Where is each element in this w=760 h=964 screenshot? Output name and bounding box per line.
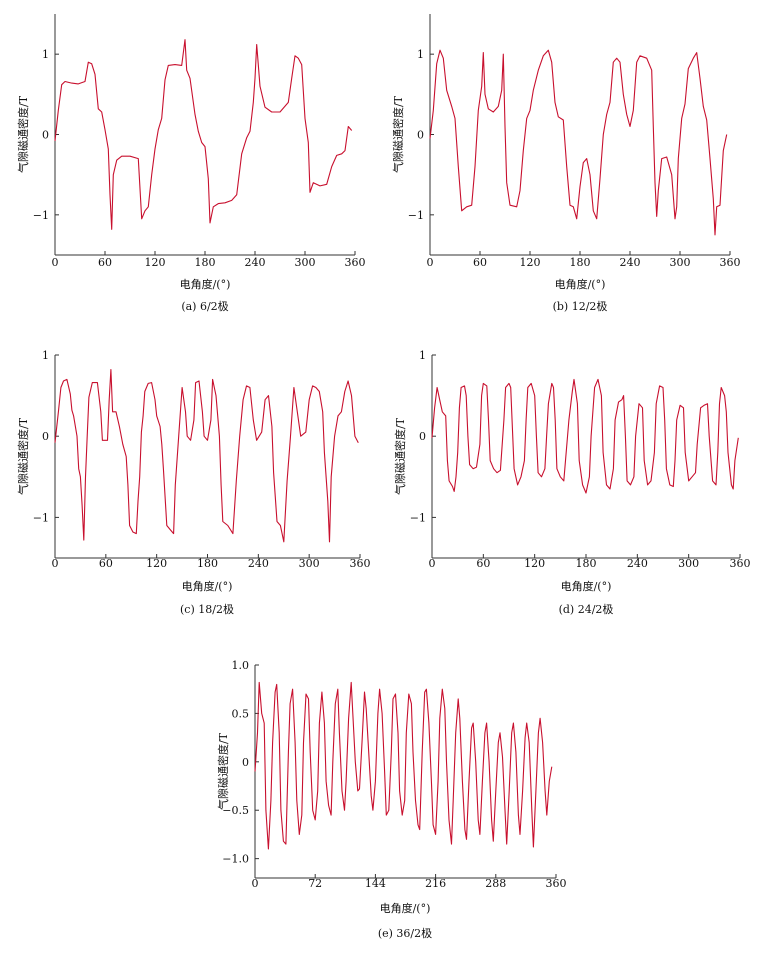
x-tick-label: 300 (678, 557, 699, 570)
chart-caption: (b) 12/2极 (553, 299, 608, 313)
x-tick-label: 360 (720, 256, 741, 269)
x-tick-label: 240 (248, 557, 269, 570)
x-tick-label: 120 (145, 256, 166, 269)
x-tick-label: 240 (627, 557, 648, 570)
y-tick-label: 0.5 (232, 707, 250, 720)
x-tick-label: 240 (620, 256, 641, 269)
x-tick-label: 60 (473, 256, 487, 269)
chart-caption: (e) 36/2极 (378, 926, 432, 940)
x-tick-label: 216 (425, 877, 446, 890)
x-tick-label: 0 (52, 557, 59, 570)
y-tick-label: −1 (33, 209, 49, 222)
chart-panel-4: −1 0 1 0 60 120 180 240 300 360 气隙磁通密度/T 电角度/(°) (d)… (393, 349, 751, 616)
x-tick-label: 72 (308, 877, 322, 890)
y-tick-label: 1 (419, 349, 426, 362)
x-tick-label: 240 (245, 256, 266, 269)
y-tick-label: 0 (419, 430, 426, 443)
chart-caption: (a) 6/2极 (181, 299, 228, 313)
x-tick-label: 0 (52, 256, 59, 269)
series-line-1 (429, 49, 728, 236)
x-axis-title: 电角度/(°) (555, 277, 606, 291)
x-tick-label: 0 (427, 256, 434, 269)
y-tick-label: 0 (42, 129, 49, 142)
x-tick-label: 360 (350, 557, 371, 570)
x-tick-label: 300 (299, 557, 320, 570)
x-axis-title: 电角度/(°) (182, 579, 233, 593)
y-tick-label: −1 (33, 511, 49, 524)
x-tick-label: 180 (576, 557, 597, 570)
x-axis-title: 电角度/(°) (180, 277, 231, 291)
x-tick-label: 180 (570, 256, 591, 269)
x-tick-label: 360 (345, 256, 366, 269)
x-tick-label: 120 (520, 256, 541, 269)
series-line-1 (254, 681, 553, 850)
chart-panel-1: −1 0 1 0 60 120 180 240 300 360 气隙磁通密度/T 电角度/(°) (a)… (16, 14, 366, 313)
y-axis-title: 气隙磁通密度/T (16, 95, 30, 173)
y-tick-label: 1 (42, 349, 49, 362)
chart-panel-2: −1 0 1 0 60 120 180 240 300 360 气隙磁通密度/T 电角度/(°) (b)… (391, 14, 741, 313)
x-tick-label: 360 (546, 877, 567, 890)
x-tick-label: 300 (670, 256, 691, 269)
y-axis-title: 气隙磁通密度/T (393, 417, 407, 495)
y-tick-label: 0 (242, 756, 249, 769)
y-axis-title: 气隙磁通密度/T (391, 95, 405, 173)
x-tick-label: 180 (197, 557, 218, 570)
x-axis-title: 电角度/(°) (380, 901, 431, 915)
y-axis-title: 气隙磁通密度/T (216, 732, 230, 810)
series-line-1 (54, 39, 353, 230)
x-tick-label: 120 (524, 557, 545, 570)
x-tick-label: 360 (730, 557, 751, 570)
y-tick-label: 0 (42, 430, 49, 443)
y-tick-label: 0 (417, 129, 424, 142)
x-tick-label: 60 (99, 557, 113, 570)
series-line-1 (431, 378, 739, 494)
x-tick-label: 0 (429, 557, 436, 570)
x-tick-label: 60 (476, 557, 490, 570)
chart-caption: (c) 18/2极 (180, 602, 234, 616)
y-axis-title: 气隙磁通密度/T (16, 417, 30, 495)
y-tick-label: 1 (42, 48, 49, 61)
y-tick-label: −0.5 (222, 804, 249, 817)
chart-caption: (d) 24/2极 (559, 602, 614, 616)
x-tick-label: 180 (195, 256, 216, 269)
chart-panel-3: −1 0 1 0 60 120 180 240 300 360 气隙磁通密度/T 电角度/(°) (c)… (16, 349, 371, 616)
x-axis-title: 电角度/(°) (561, 579, 612, 593)
y-tick-label: 1.0 (232, 659, 250, 672)
x-tick-label: 288 (485, 877, 506, 890)
y-tick-label: −1.0 (222, 853, 249, 866)
y-tick-label: −1 (408, 209, 424, 222)
x-tick-label: 300 (295, 256, 316, 269)
x-tick-label: 0 (252, 877, 259, 890)
x-tick-label: 144 (365, 877, 386, 890)
x-tick-label: 120 (146, 557, 167, 570)
chart-panel-5: −1.0 −0.5 0 0.5 1.0 0 72 144 216 288 360 气隙磁通密度/T 电角… (216, 659, 567, 940)
x-tick-label: 60 (98, 256, 112, 269)
y-tick-label: 1 (417, 48, 424, 61)
series-line-1 (54, 369, 359, 543)
y-tick-label: −1 (410, 511, 426, 524)
